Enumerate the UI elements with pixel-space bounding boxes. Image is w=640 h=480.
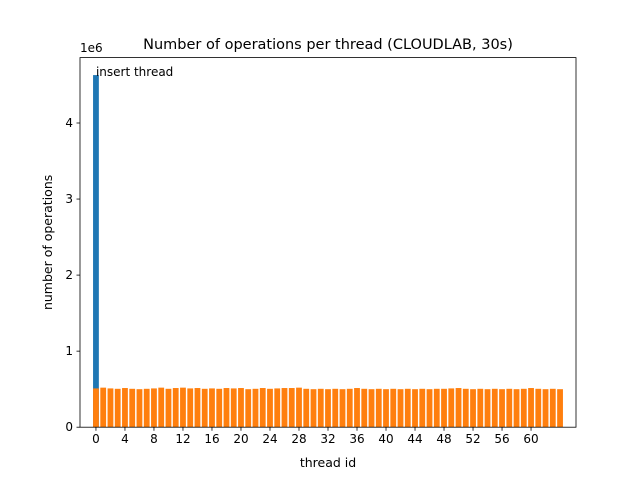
bar-series-1-thread-29 (303, 388, 310, 428)
bar-series-1-thread-60 (528, 388, 534, 428)
bar-series-1-thread-22 (252, 388, 259, 428)
x-tick-label: 40 (378, 432, 393, 446)
bars-layer (93, 75, 563, 428)
bar-series-1-thread-19 (230, 388, 237, 428)
x-tick-label: 12 (175, 432, 190, 446)
x-tick-label: 8 (150, 432, 158, 446)
bar-series-1-thread-3 (114, 388, 121, 428)
bar-series-0-thread-0 (93, 75, 99, 428)
bar-series-1-thread-11 (172, 388, 179, 428)
insert-thread-annotation: insert thread (96, 65, 173, 79)
chart-title: Number of operations per thread (CLOUDLA… (143, 37, 513, 53)
x-tick-label: 60 (523, 432, 538, 446)
bar-series-1-thread-55 (491, 388, 498, 428)
bar-series-1-thread-44 (412, 389, 418, 428)
bar-series-1-thread-7 (143, 388, 150, 428)
bar-series-1-thread-34 (339, 389, 346, 428)
bar-series-1-thread-17 (216, 388, 223, 428)
bar-series-1-thread-25 (274, 388, 281, 428)
bar-series-1-thread-59 (520, 388, 527, 428)
bar-series-1-thread-46 (426, 389, 433, 428)
x-tick-label: 48 (436, 432, 451, 446)
y-axis-label: number of operations (40, 175, 55, 310)
bar-series-1-thread-39 (375, 388, 382, 428)
bar-series-1-thread-18 (223, 388, 230, 428)
bar-series-1-thread-41 (390, 388, 397, 428)
y-tick-label: 1 (65, 344, 73, 358)
bar-series-1-thread-63 (549, 388, 556, 428)
bar-series-1-thread-52 (470, 389, 476, 428)
bar-series-1-thread-26 (281, 388, 288, 428)
bar-series-1-thread-31 (317, 388, 324, 428)
y-multiplier-label: 1e6 (80, 41, 103, 55)
bar-series-1-thread-5 (129, 388, 136, 428)
bar-series-1-thread-23 (259, 388, 266, 428)
y-tick-label: 2 (65, 268, 73, 282)
bar-series-1-thread-43 (404, 388, 411, 428)
bar-series-1-thread-14 (194, 388, 201, 428)
bar-series-1-thread-20 (238, 388, 244, 428)
bar-series-1-thread-47 (433, 388, 440, 428)
x-tick-label: 28 (291, 432, 306, 446)
bar-series-1-thread-42 (397, 389, 404, 428)
bar-series-1-thread-4 (122, 388, 128, 428)
bar-series-1-thread-15 (201, 388, 208, 428)
bar-series-1-thread-10 (165, 388, 172, 428)
bar-series-1-thread-40 (383, 389, 389, 428)
x-ticks: 0 4 8 12 16 20 24 28 32 36 40 44 48 52 56 60 (92, 427, 539, 446)
bar-series-1-thread-58 (513, 389, 520, 428)
bar-series-1-thread-45 (419, 388, 426, 428)
y-tick-label: 0 (65, 420, 73, 434)
bar-series-1-thread-61 (535, 388, 542, 428)
axes-frame (79, 57, 577, 428)
bar-series-1-thread-54 (484, 389, 491, 428)
bar-series-1-thread-35 (346, 388, 353, 428)
bar-series-1-thread-62 (542, 389, 549, 428)
bar-series-1-thread-37 (361, 388, 368, 428)
bar-series-1-thread-2 (107, 388, 114, 428)
x-tick-label: 56 (494, 432, 509, 446)
bar-series-1-thread-51 (462, 388, 469, 428)
x-tick-label: 0 (92, 432, 100, 446)
bar-series-1-thread-6 (136, 389, 143, 428)
bar-series-1-thread-16 (209, 388, 215, 428)
bar-series-1-thread-24 (267, 388, 273, 428)
x-tick-label: 52 (465, 432, 480, 446)
bar-series-1-thread-56 (499, 389, 505, 428)
y-ticks: 0 1 2 3 4 (65, 116, 80, 434)
x-tick-label: 4 (121, 432, 129, 446)
bar-series-1-thread-13 (187, 388, 194, 428)
bar-series-1-thread-48 (441, 388, 447, 428)
bar-series-1-thread-27 (288, 388, 295, 428)
bar-series-1-thread-0 (93, 388, 99, 428)
bar-series-1-thread-1 (100, 387, 107, 428)
bar-series-1-thread-50 (455, 388, 462, 428)
bar-series-1-thread-57 (506, 388, 513, 428)
bar-series-1-thread-36 (354, 388, 360, 428)
x-tick-label: 24 (262, 432, 277, 446)
x-tick-label: 32 (320, 432, 335, 446)
x-axis-label: thread id (300, 455, 356, 470)
bar-series-1-thread-38 (368, 389, 375, 428)
bar-series-1-thread-8 (151, 388, 157, 428)
bar-series-1-thread-32 (325, 389, 331, 428)
bar-series-1-thread-64 (557, 389, 563, 428)
bar-series-1-thread-49 (448, 388, 455, 428)
bar-series-1-thread-30 (310, 389, 317, 428)
bar-series-1-thread-9 (158, 387, 165, 428)
bar-series-1-thread-12 (180, 387, 186, 428)
x-tick-label: 20 (233, 432, 248, 446)
bar-series-1-thread-53 (477, 388, 484, 428)
bar-series-1-thread-21 (245, 389, 252, 428)
y-tick-label: 3 (65, 192, 73, 206)
x-tick-label: 36 (349, 432, 364, 446)
x-tick-label: 16 (204, 432, 219, 446)
bar-series-1-thread-28 (296, 387, 302, 428)
x-tick-label: 44 (407, 432, 422, 446)
y-tick-label: 4 (65, 116, 73, 130)
bar-series-1-thread-33 (332, 388, 339, 428)
